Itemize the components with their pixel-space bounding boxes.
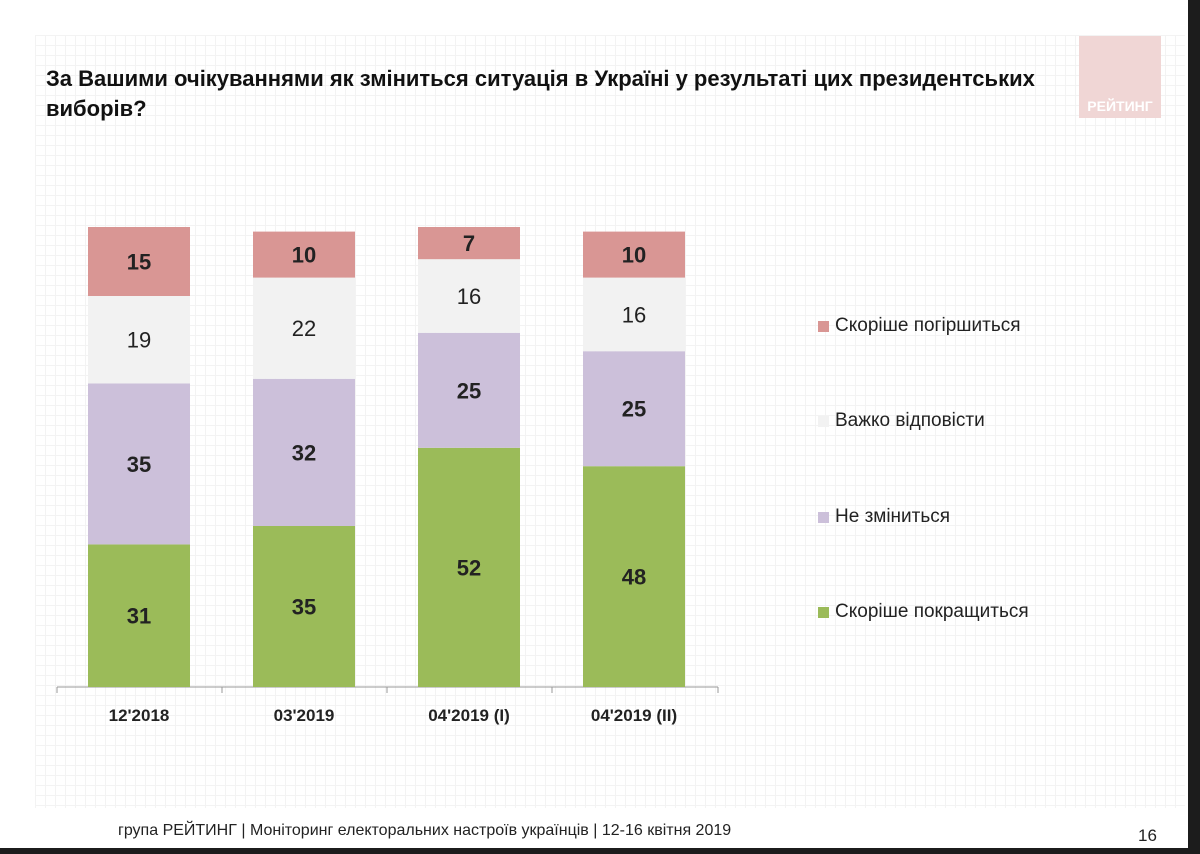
data-label: 48	[622, 565, 646, 590]
data-label: 32	[292, 440, 316, 465]
legend-item: Скоріше покращиться	[818, 601, 1029, 623]
bar-segment	[88, 296, 190, 384]
footer: група РЕЙТИНГ | Моніторинг електоральних…	[118, 822, 732, 839]
bar-segment	[253, 526, 355, 687]
legend-swatch	[818, 320, 829, 332]
legend-swatch	[818, 511, 829, 523]
bar-segment	[253, 231, 355, 278]
x-tick-label: 04'2019 (I)	[428, 706, 510, 725]
bar-segment	[88, 383, 190, 545]
data-label: 10	[622, 243, 646, 268]
bar-segment	[583, 231, 685, 278]
bar-segment	[583, 351, 685, 467]
data-label: 15	[127, 250, 151, 275]
legend-label: Скоріше покращиться	[835, 601, 1029, 622]
legend-item: Не зміниться	[818, 506, 950, 528]
legend-label: Не зміниться	[835, 506, 951, 527]
legend-label: Скоріше погіршиться	[835, 315, 1021, 336]
data-label: 31	[127, 604, 151, 629]
data-label: 25	[622, 397, 646, 422]
bar-segment	[253, 277, 355, 379]
bar-segment	[418, 332, 520, 448]
data-label: 52	[457, 555, 481, 580]
data-label: 16	[457, 284, 481, 309]
x-tick-label: 04'2019 (II)	[591, 706, 677, 725]
legend-item: Скоріше погіршиться	[818, 315, 1021, 337]
data-label: 22	[292, 316, 316, 341]
bar-segment	[88, 227, 190, 296]
data-label: 25	[457, 378, 481, 403]
data-label: 10	[292, 243, 316, 268]
bar-segment	[418, 227, 520, 260]
data-label: 19	[127, 328, 151, 353]
data-label: 16	[622, 302, 646, 327]
page-title: За Вашими очікуваннями як зміниться ситу…	[46, 66, 1035, 121]
x-tick-label: 12'2018	[109, 706, 170, 725]
legend-item: Важко відповісти	[818, 410, 985, 432]
x-tick-label: 03'2019	[274, 706, 335, 725]
data-label: 35	[292, 595, 316, 620]
legend-label: Важко відповісти	[835, 410, 985, 431]
legend-swatch	[818, 415, 829, 427]
bar-segment	[583, 277, 685, 352]
bar-segment	[253, 378, 355, 526]
page-number: 16	[1138, 826, 1157, 845]
bar-segment	[583, 466, 685, 687]
logo: РЕЙТИНГ	[1079, 36, 1161, 118]
data-label: 35	[127, 452, 151, 477]
bar-segment	[418, 259, 520, 333]
logo-text: РЕЙТИНГ	[1087, 98, 1153, 114]
bar-segment	[88, 544, 190, 687]
data-label: 7	[463, 231, 475, 256]
bar-segment	[418, 447, 520, 687]
legend-swatch	[818, 606, 829, 618]
